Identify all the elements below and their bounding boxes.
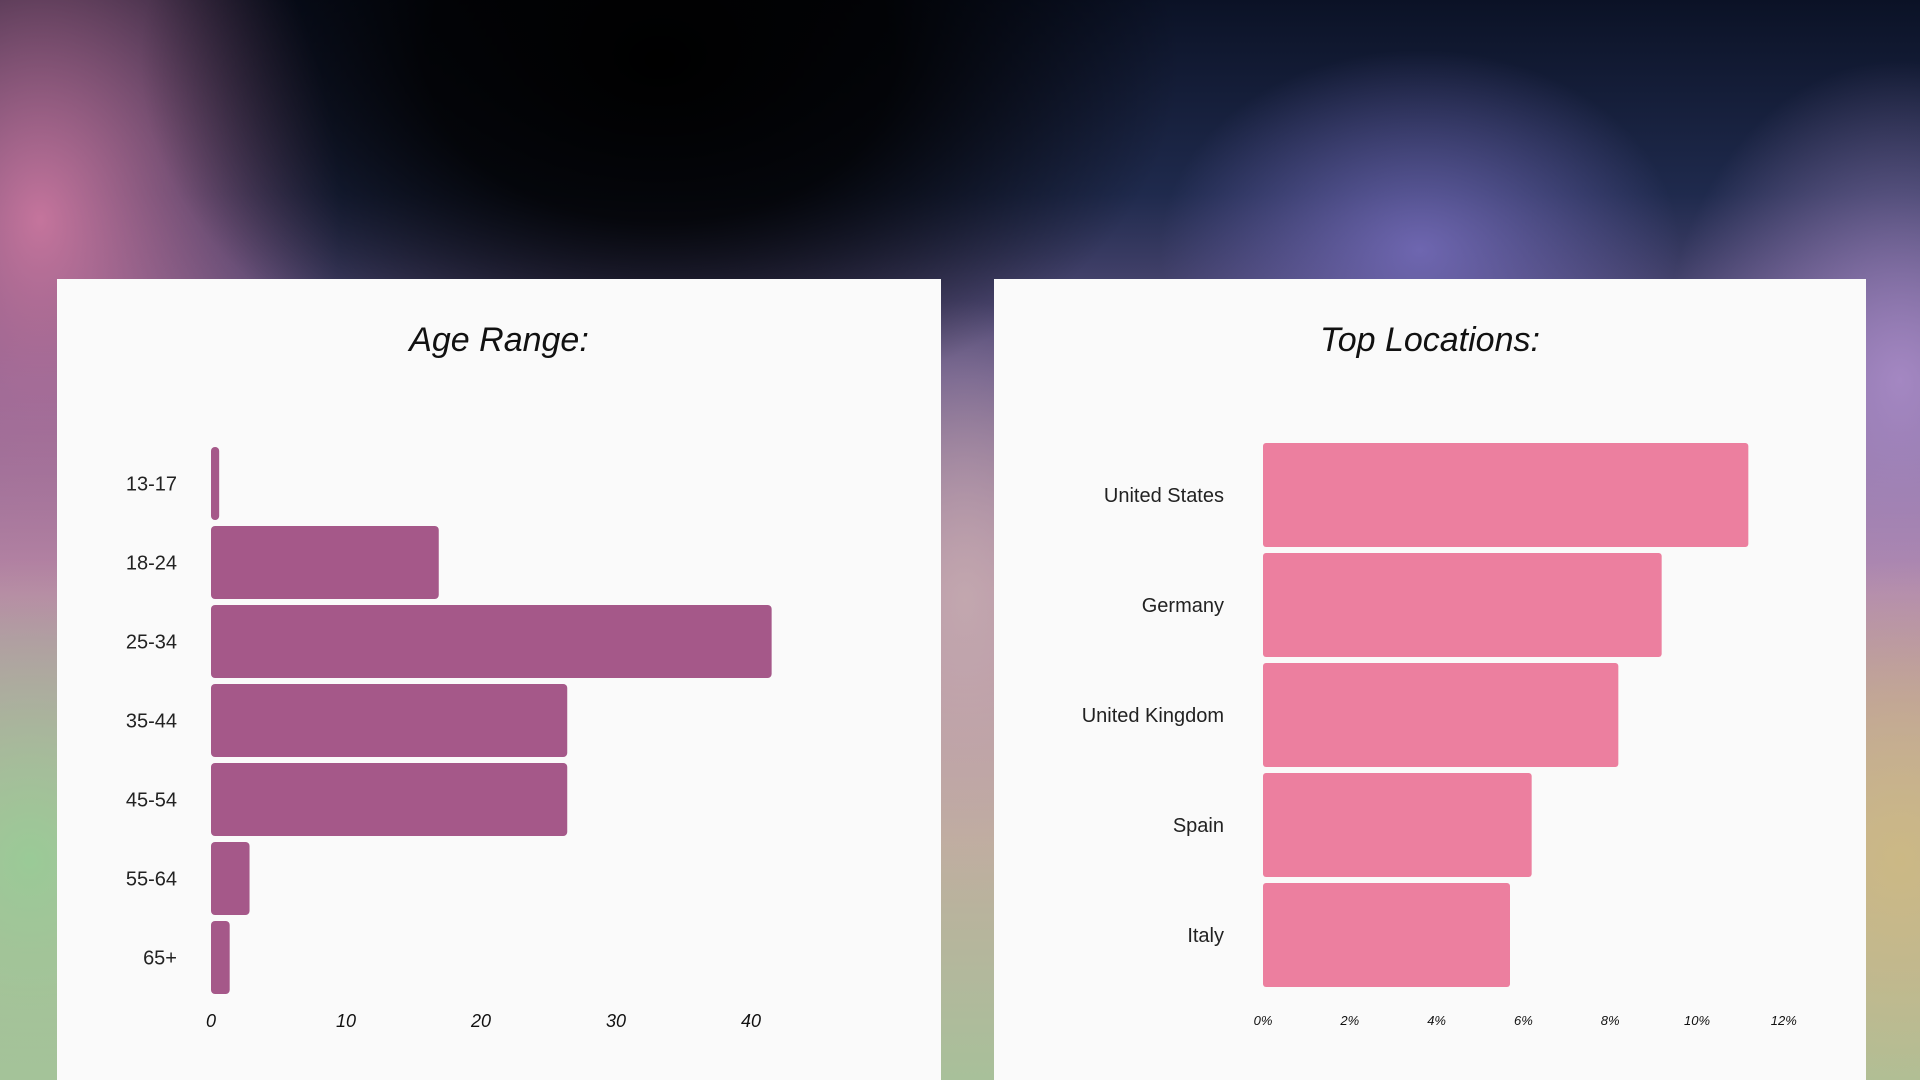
age-range-title: Age Range: bbox=[409, 321, 589, 359]
top-locations-title: Top Locations: bbox=[1320, 321, 1540, 359]
x-tick-label: 10% bbox=[1684, 1013, 1710, 1028]
bar-germany bbox=[1263, 553, 1662, 657]
bar-45-54 bbox=[211, 763, 568, 836]
category-label: Spain bbox=[1173, 815, 1224, 837]
x-tick-label: 0% bbox=[1254, 1013, 1273, 1028]
x-tick-label: 4% bbox=[1427, 1013, 1446, 1028]
bar-united-kingdom bbox=[1263, 663, 1619, 767]
age-range-chart: 13-17 18-24 25-34 35-44 45-54 55-64 65+ 0 10 20 30… bbox=[126, 447, 772, 1031]
bar-13-17 bbox=[211, 447, 220, 520]
category-label: 55-64 bbox=[126, 869, 177, 891]
x-tick-label: 2% bbox=[1339, 1013, 1359, 1028]
category-label: Italy bbox=[1187, 925, 1224, 947]
bar-65- bbox=[211, 921, 230, 994]
category-label: 25-34 bbox=[126, 632, 177, 654]
x-tick-label: 0 bbox=[206, 1011, 216, 1031]
x-tick-label: 40 bbox=[741, 1011, 761, 1031]
bar-55-64 bbox=[211, 842, 250, 915]
bar-italy bbox=[1263, 883, 1510, 987]
category-label: 45-54 bbox=[126, 790, 177, 812]
age-range-panel: Age Range: 13-17 18-24 25-34 35-44 45-54 55-6… bbox=[57, 279, 941, 1080]
category-label: 65+ bbox=[143, 948, 177, 970]
category-label: United States bbox=[1104, 485, 1224, 507]
category-label: 18-24 bbox=[126, 553, 177, 575]
bar-spain bbox=[1263, 773, 1532, 877]
x-tick-label: 30 bbox=[606, 1011, 626, 1031]
x-tick-label: 8% bbox=[1601, 1013, 1620, 1028]
bar-united-states bbox=[1263, 443, 1749, 547]
bar-25-34 bbox=[211, 605, 772, 678]
x-tick-label: 20 bbox=[470, 1011, 491, 1031]
bar-18-24 bbox=[211, 526, 439, 599]
category-label: 13-17 bbox=[126, 474, 177, 496]
x-tick-label: 10 bbox=[336, 1011, 356, 1031]
top-locations-panel: Top Locations: United States Germany Unite… bbox=[994, 279, 1866, 1080]
x-tick-label: 12% bbox=[1771, 1013, 1797, 1028]
category-label: Germany bbox=[1142, 595, 1224, 617]
x-tick-label: 6% bbox=[1514, 1013, 1533, 1028]
category-label: 35-44 bbox=[126, 711, 177, 733]
bar-35-44 bbox=[211, 684, 568, 757]
top-locations-chart: United States Germany United Kingdom Spain I… bbox=[1082, 443, 1797, 1028]
category-label: United Kingdom bbox=[1082, 705, 1224, 727]
